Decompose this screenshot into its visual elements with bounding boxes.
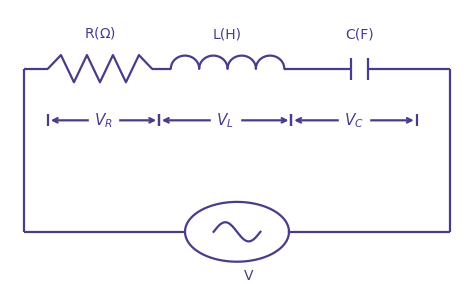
Text: R($\Omega$): R($\Omega$)	[84, 26, 116, 41]
Text: C(F): C(F)	[346, 28, 374, 41]
Text: V: V	[244, 268, 254, 283]
Text: $V_R$: $V_R$	[94, 111, 113, 130]
Text: $V_C$: $V_C$	[344, 111, 364, 130]
Text: L(H): L(H)	[213, 28, 242, 41]
Text: $V_L$: $V_L$	[216, 111, 234, 130]
